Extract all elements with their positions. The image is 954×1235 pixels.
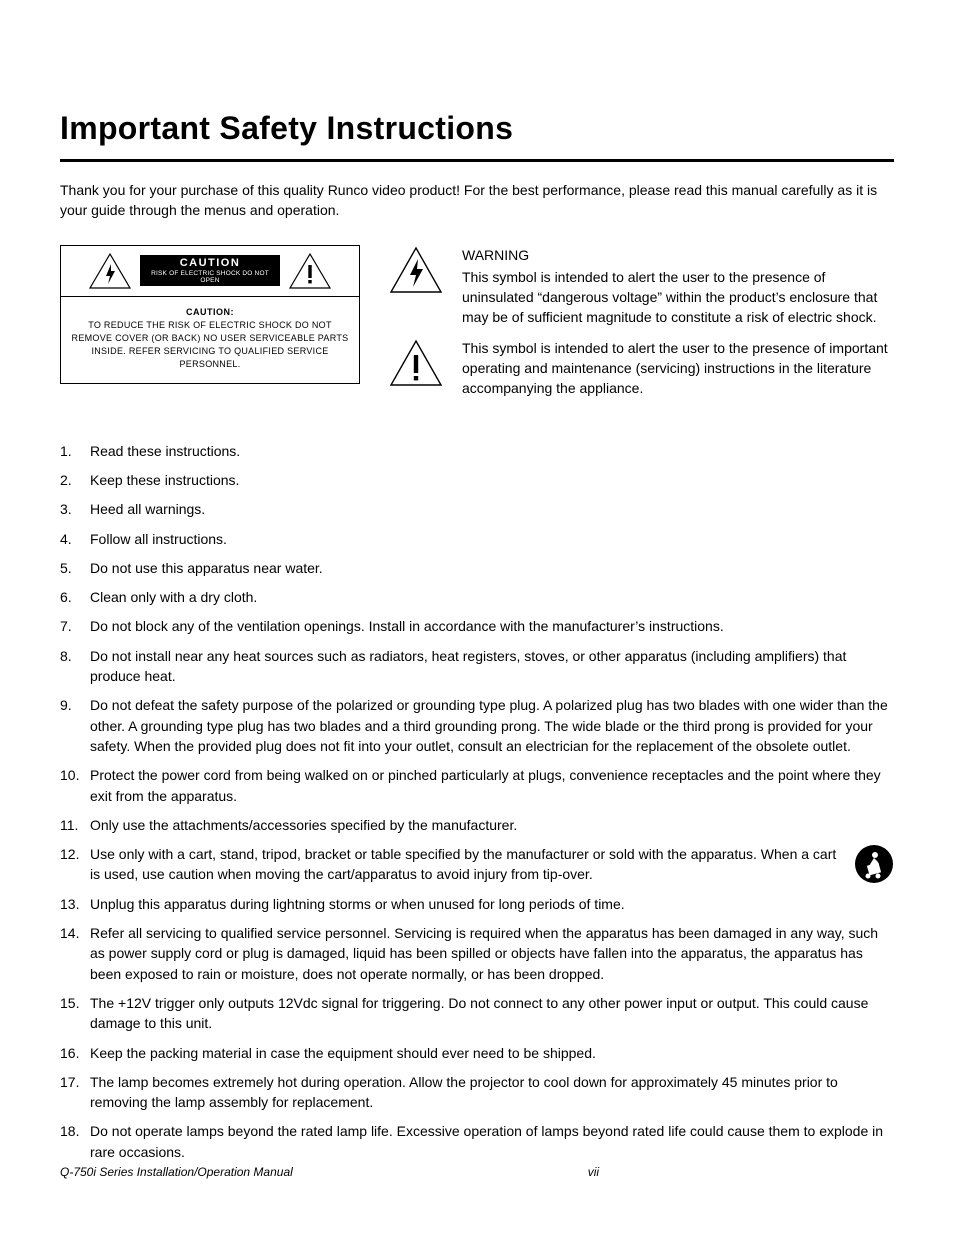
- lightning-triangle-icon: [88, 252, 132, 290]
- instruction-item: The lamp becomes extremely hot during op…: [60, 1072, 894, 1113]
- exclaim-symbol-block: This symbol is intended to alert the use…: [388, 338, 894, 399]
- instruction-text: Use only with a cart, stand, tripod, bra…: [90, 844, 842, 885]
- instruction-item: Use only with a cart, stand, tripod, bra…: [60, 844, 894, 885]
- instruction-item: Do not block any of the ventilation open…: [60, 616, 894, 636]
- instruction-item: Keep the packing material in case the eq…: [60, 1043, 894, 1063]
- instruction-item: Keep these instructions.: [60, 470, 894, 490]
- instructions-list: Read these instructions. Keep these instr…: [60, 441, 894, 1162]
- instruction-item: Do not install near any heat sources suc…: [60, 646, 894, 687]
- exclaim-text: This symbol is intended to alert the use…: [462, 338, 894, 399]
- exclamation-triangle-icon: [388, 338, 444, 388]
- voltage-symbol-block: WARNING This symbol is intended to alert…: [388, 245, 894, 328]
- instruction-item: Refer all servicing to qualified service…: [60, 923, 894, 984]
- caution-box-bottom: CAUTION: TO REDUCE THE RISK OF ELECTRIC …: [60, 297, 360, 384]
- title-rule: [60, 159, 894, 162]
- lightning-triangle-icon: [388, 245, 444, 295]
- instruction-item: Only use the attachments/accessories spe…: [60, 815, 894, 835]
- instruction-item: Do not use this apparatus near water.: [60, 558, 894, 578]
- exclamation-triangle-icon: [288, 252, 332, 290]
- intro-paragraph: Thank you for your purchase of this qual…: [60, 180, 894, 221]
- caution-sublabel: RISK OF ELECTRIC SHOCK DO NOT OPEN: [148, 270, 272, 284]
- page-footer: Q-750i Series Installation/Operation Man…: [60, 1165, 894, 1179]
- footer-manual-title: Q-750i Series Installation/Operation Man…: [60, 1165, 293, 1179]
- caution-box-top: CAUTION RISK OF ELECTRIC SHOCK DO NOT OP…: [60, 245, 360, 297]
- instruction-item: Heed all warnings.: [60, 499, 894, 519]
- voltage-symbol-text: WARNING This symbol is intended to alert…: [462, 245, 894, 328]
- warning-head: WARNING: [462, 245, 894, 265]
- page-title: Important Safety Instructions: [60, 110, 894, 147]
- caution-label-box: CAUTION RISK OF ELECTRIC SHOCK DO NOT OP…: [140, 255, 280, 286]
- caution-bottom-head: CAUTION:: [71, 307, 349, 317]
- caution-box: CAUTION RISK OF ELECTRIC SHOCK DO NOT OP…: [60, 245, 360, 384]
- instruction-item: Clean only with a dry cloth.: [60, 587, 894, 607]
- page: Important Safety Instructions Thank you …: [0, 0, 954, 1235]
- instruction-item: Do not defeat the safety purpose of the …: [60, 695, 894, 756]
- caution-bottom-text: TO REDUCE THE RISK OF ELECTRIC SHOCK DO …: [71, 319, 349, 371]
- instruction-item: Follow all instructions.: [60, 529, 894, 549]
- instruction-item: The +12V trigger only outputs 12Vdc sign…: [60, 993, 894, 1034]
- instruction-item: Protect the power cord from being walked…: [60, 765, 894, 806]
- footer-page-number: vii: [293, 1165, 894, 1179]
- symbols-row: CAUTION RISK OF ELECTRIC SHOCK DO NOT OP…: [60, 245, 894, 409]
- symbol-definitions: WARNING This symbol is intended to alert…: [388, 245, 894, 409]
- cart-tipover-icon: [854, 844, 894, 884]
- voltage-text: This symbol is intended to alert the use…: [462, 267, 894, 328]
- instruction-item: Unplug this apparatus during lightning s…: [60, 894, 894, 914]
- instruction-item: Read these instructions.: [60, 441, 894, 461]
- instruction-item: Do not operate lamps beyond the rated la…: [60, 1121, 894, 1162]
- caution-label: CAUTION: [148, 257, 272, 269]
